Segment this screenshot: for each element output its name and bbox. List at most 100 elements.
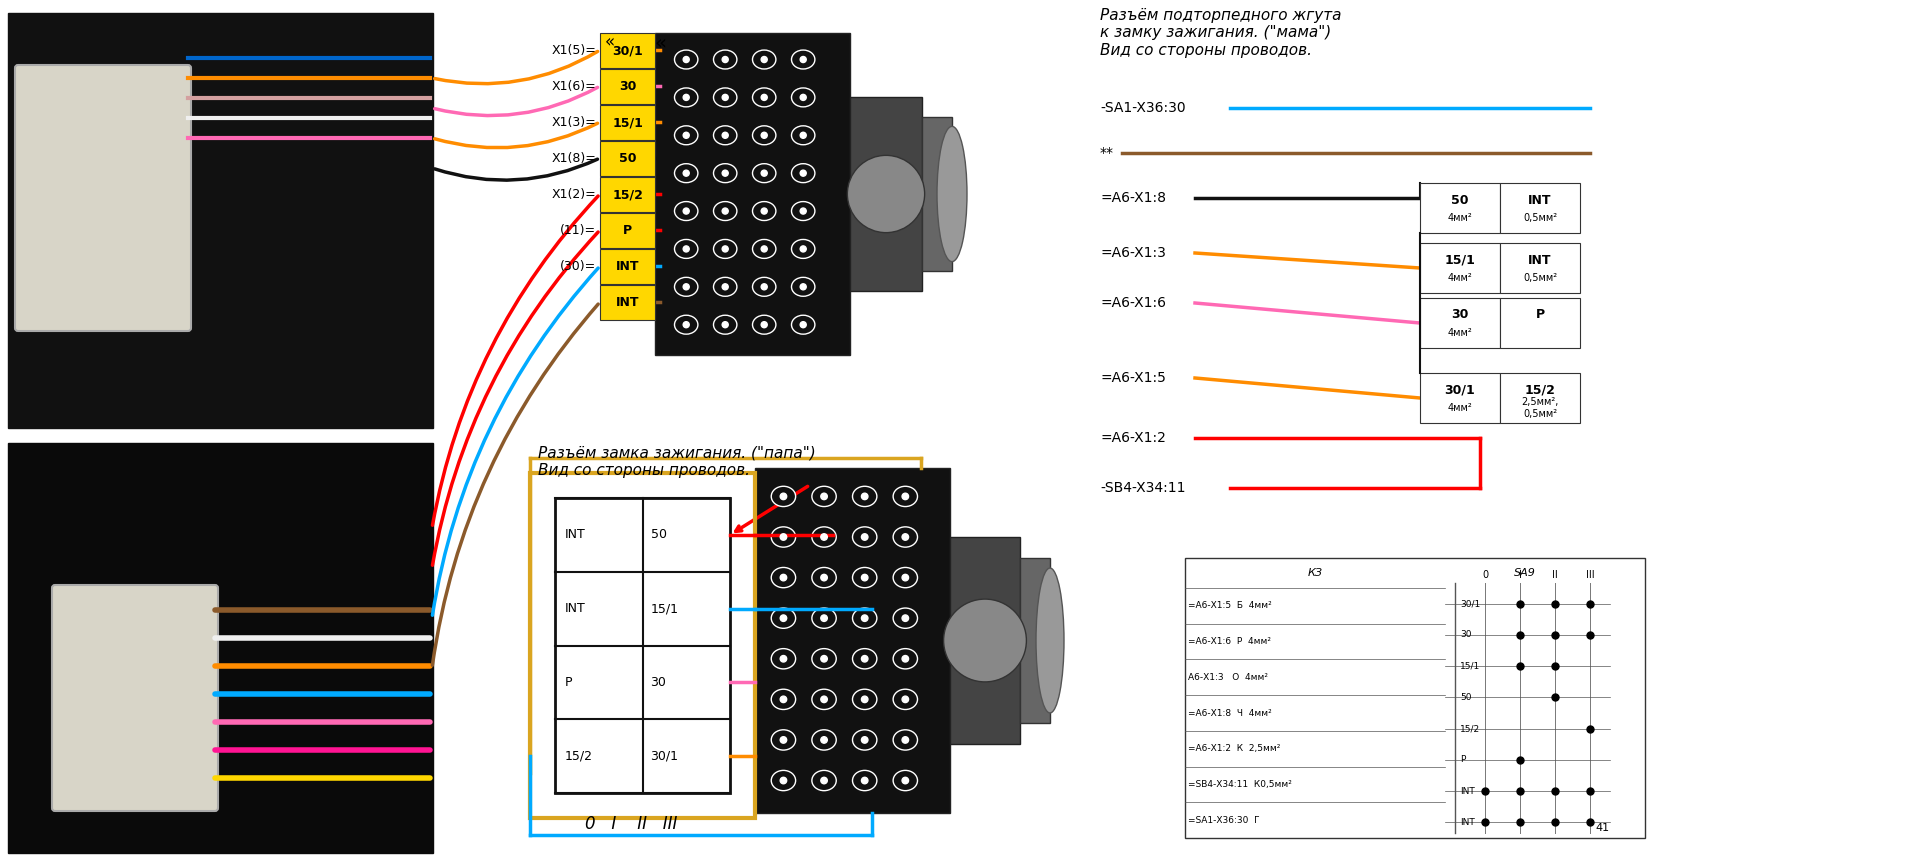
Ellipse shape [772, 568, 795, 588]
Ellipse shape [772, 608, 795, 628]
Ellipse shape [852, 486, 877, 507]
Ellipse shape [674, 50, 697, 69]
Circle shape [862, 777, 868, 784]
Text: 30: 30 [651, 676, 666, 689]
Ellipse shape [753, 240, 776, 259]
Text: **: ** [1100, 146, 1114, 160]
Text: INT: INT [564, 602, 586, 615]
Text: =А6-Х1:6  Р  4мм²: =А6-Х1:6 Р 4мм² [1188, 637, 1271, 646]
Circle shape [822, 493, 828, 500]
Ellipse shape [753, 50, 776, 69]
Circle shape [862, 575, 868, 581]
Text: КЗ: КЗ [1308, 568, 1323, 578]
Circle shape [780, 575, 787, 581]
Ellipse shape [791, 88, 814, 107]
Bar [1421, 183, 1500, 233]
Circle shape [862, 655, 868, 662]
Ellipse shape [791, 240, 814, 259]
Circle shape [902, 737, 908, 743]
Text: =A6-X1:5: =A6-X1:5 [1100, 371, 1165, 385]
Ellipse shape [791, 278, 814, 296]
Circle shape [902, 575, 908, 581]
Text: =А6-Х1:8  Ч  4мм²: =А6-Х1:8 Ч 4мм² [1188, 708, 1271, 718]
Ellipse shape [772, 771, 795, 791]
Text: 15/1: 15/1 [1444, 253, 1475, 266]
Text: (30)=: (30)= [561, 260, 595, 273]
Circle shape [822, 615, 828, 621]
Circle shape [780, 493, 787, 500]
Ellipse shape [753, 201, 776, 220]
Circle shape [801, 208, 806, 214]
Ellipse shape [812, 730, 837, 750]
Bar [1020, 558, 1050, 723]
Text: 30: 30 [1452, 308, 1469, 321]
Text: 15/2: 15/2 [1459, 724, 1480, 733]
Circle shape [760, 208, 768, 214]
Ellipse shape [674, 315, 697, 334]
Ellipse shape [714, 88, 737, 107]
Text: =SВ4-Х34:11  К0,5мм²: =SВ4-Х34:11 К0,5мм² [1188, 780, 1292, 789]
Text: 0,5мм²: 0,5мм² [1523, 273, 1557, 283]
Text: =А6-Х1:2  К  2,5мм²: =А6-Х1:2 К 2,5мм² [1188, 744, 1281, 753]
Ellipse shape [893, 730, 918, 750]
Text: X1(8)=: X1(8)= [551, 152, 595, 165]
Ellipse shape [674, 88, 697, 107]
Circle shape [862, 737, 868, 743]
Ellipse shape [714, 126, 737, 145]
Ellipse shape [893, 527, 918, 547]
Ellipse shape [674, 164, 697, 182]
Ellipse shape [674, 126, 697, 145]
Bar [655, 33, 851, 355]
Circle shape [722, 95, 728, 101]
Circle shape [801, 170, 806, 176]
Text: I: I [1519, 570, 1521, 580]
Ellipse shape [753, 278, 776, 296]
Text: 50: 50 [618, 152, 636, 165]
Bar [599, 213, 655, 248]
Circle shape [801, 95, 806, 101]
Text: INT: INT [616, 296, 639, 309]
Ellipse shape [791, 201, 814, 220]
Ellipse shape [812, 648, 837, 669]
Text: 50: 50 [651, 529, 666, 542]
Bar [1421, 243, 1500, 293]
Bar [1500, 298, 1580, 348]
Circle shape [780, 615, 787, 621]
Circle shape [760, 132, 768, 138]
Circle shape [722, 170, 728, 176]
Ellipse shape [852, 689, 877, 709]
Text: =A6-X1:3: =A6-X1:3 [1100, 246, 1165, 260]
Bar [922, 116, 952, 272]
Text: P: P [622, 224, 632, 237]
Ellipse shape [893, 689, 918, 709]
Circle shape [780, 534, 787, 540]
Ellipse shape [674, 201, 697, 220]
Text: INT: INT [1528, 253, 1551, 266]
Circle shape [862, 615, 868, 621]
Circle shape [862, 534, 868, 540]
Bar [1500, 243, 1580, 293]
Text: INT: INT [1528, 194, 1551, 207]
Circle shape [760, 170, 768, 176]
Text: 0   I    II   III: 0 I II III [586, 815, 678, 833]
Text: 50: 50 [1452, 194, 1469, 207]
Text: 15/2: 15/2 [612, 188, 643, 201]
Ellipse shape [812, 527, 837, 547]
Text: 30: 30 [618, 80, 636, 93]
Text: X1(6)=: X1(6)= [551, 80, 595, 93]
Ellipse shape [714, 50, 737, 69]
Circle shape [822, 737, 828, 743]
Circle shape [822, 534, 828, 540]
Circle shape [760, 246, 768, 252]
Circle shape [902, 534, 908, 540]
Circle shape [722, 284, 728, 290]
Text: 4мм²: 4мм² [1448, 213, 1473, 223]
FancyBboxPatch shape [52, 585, 219, 811]
FancyBboxPatch shape [15, 65, 190, 331]
Ellipse shape [893, 648, 918, 669]
Circle shape [684, 284, 689, 290]
Ellipse shape [852, 527, 877, 547]
Text: 30/1: 30/1 [1459, 599, 1480, 608]
Ellipse shape [893, 771, 918, 791]
Text: 41: 41 [1596, 823, 1611, 833]
